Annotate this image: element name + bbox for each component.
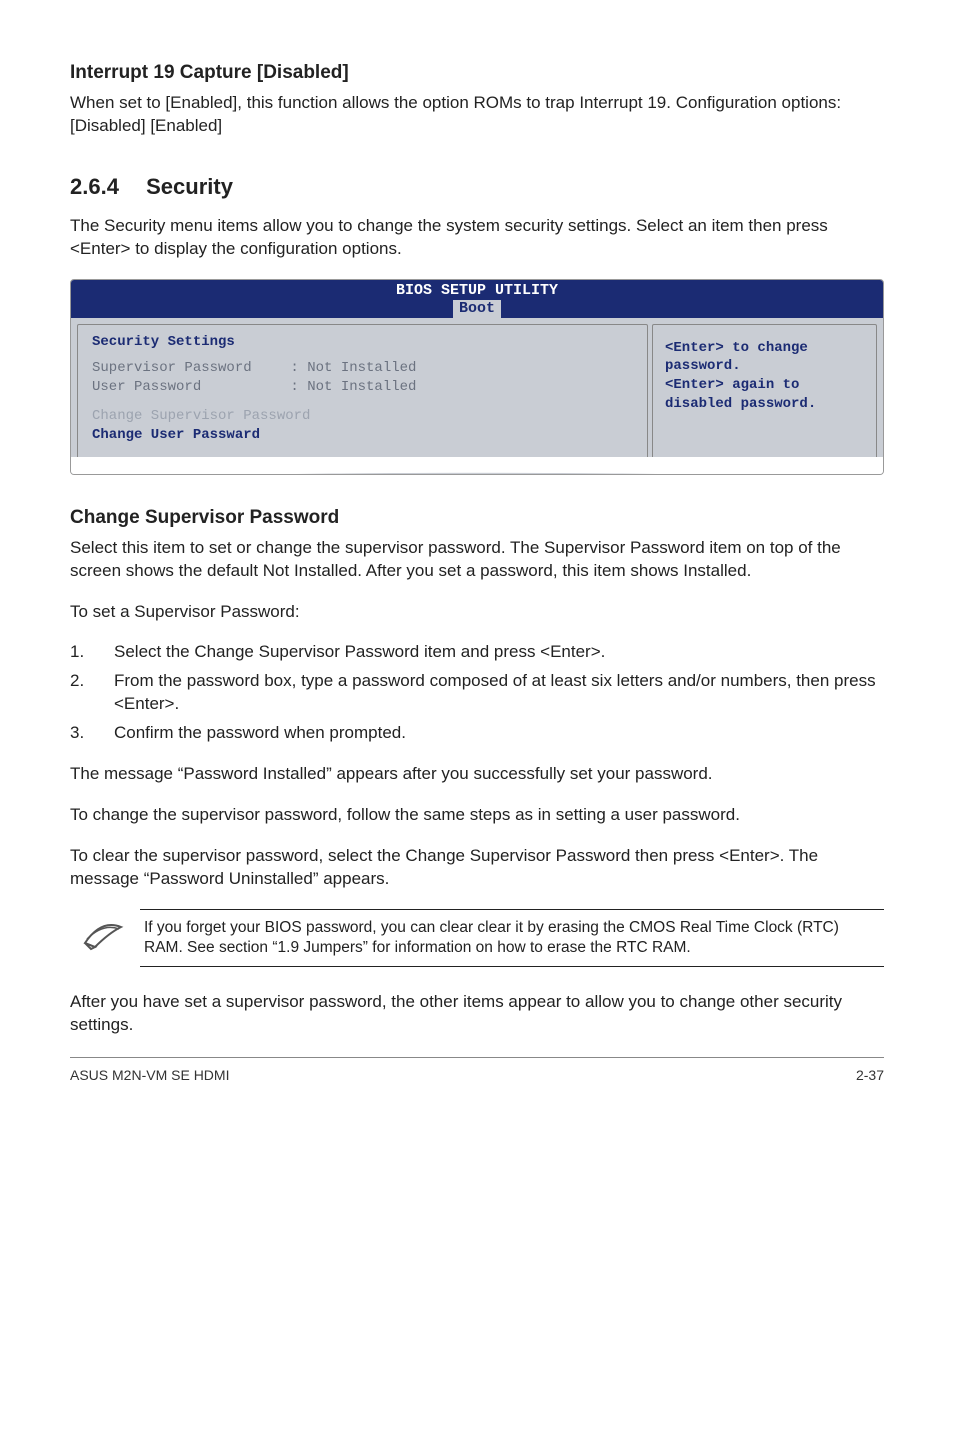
bios-sup-label: Supervisor Password	[92, 359, 282, 378]
step-text: From the password box, type a password c…	[114, 670, 884, 716]
csp-p5: To clear the supervisor password, select…	[70, 845, 884, 891]
section-heading: 2.6.4 Security	[70, 172, 884, 202]
bios-security-settings: Security Settings	[92, 333, 633, 352]
step-marker: 2.	[70, 670, 114, 716]
bios-change-sup: Change Supervisor Password	[92, 407, 633, 426]
bios-left-pane: Security Settings Supervisor Password : …	[77, 324, 648, 468]
bios-title-text: BIOS SETUP UTILITY	[71, 282, 883, 299]
bios-change-user: Change User Passward	[92, 426, 633, 445]
step-marker: 3.	[70, 722, 114, 745]
bios-row-user: User Password : Not Installed	[92, 378, 633, 397]
bios-sup-value: : Not Installed	[290, 360, 416, 376]
bios-row-supervisor: Supervisor Password : Not Installed	[92, 359, 633, 378]
csp-heading: Change Supervisor Password	[70, 505, 884, 531]
bios-panel: BIOS SETUP UTILITY Boot Security Setting…	[70, 279, 884, 475]
section-number: 2.6.4	[70, 172, 140, 202]
note-text: If you forget your BIOS password, you ca…	[140, 909, 884, 967]
step-text: Select the Change Supervisor Password it…	[114, 641, 605, 664]
bios-body: Security Settings Supervisor Password : …	[71, 318, 883, 474]
csp-steps: 1. Select the Change Supervisor Password…	[70, 641, 884, 745]
csp-p3: The message “Password Installed” appears…	[70, 763, 884, 786]
after-note: After you have set a supervisor password…	[70, 991, 884, 1037]
note-box: If you forget your BIOS password, you ca…	[70, 909, 884, 967]
step-text: Confirm the password when prompted.	[114, 722, 406, 745]
note-icon	[70, 909, 140, 967]
footer-left: ASUS M2N-VM SE HDMI	[70, 1066, 229, 1085]
pencil-icon	[81, 913, 129, 953]
bios-help-text: <Enter> to change password. <Enter> agai…	[665, 339, 866, 415]
interrupt-heading: Interrupt 19 Capture [Disabled]	[70, 60, 884, 86]
step-marker: 1.	[70, 641, 114, 664]
list-item: 3. Confirm the password when prompted.	[70, 722, 884, 745]
csp-p1: Select this item to set or change the su…	[70, 537, 884, 583]
csp-p2: To set a Supervisor Password:	[70, 601, 884, 624]
list-item: 1. Select the Change Supervisor Password…	[70, 641, 884, 664]
list-item: 2. From the password box, type a passwor…	[70, 670, 884, 716]
bios-tab-boot: Boot	[453, 300, 501, 317]
csp-p4: To change the supervisor password, follo…	[70, 804, 884, 827]
bios-title-bar: BIOS SETUP UTILITY Boot	[71, 280, 883, 318]
bios-right-pane: <Enter> to change password. <Enter> agai…	[652, 324, 877, 468]
page-footer: ASUS M2N-VM SE HDMI 2-37	[70, 1057, 884, 1085]
footer-right: 2-37	[856, 1066, 884, 1085]
section-title: Security	[146, 174, 233, 199]
bios-user-label: User Password	[92, 378, 282, 397]
section-intro: The Security menu items allow you to cha…	[70, 215, 884, 261]
bios-user-value: : Not Installed	[290, 379, 416, 395]
interrupt-body: When set to [Enabled], this function all…	[70, 92, 884, 138]
